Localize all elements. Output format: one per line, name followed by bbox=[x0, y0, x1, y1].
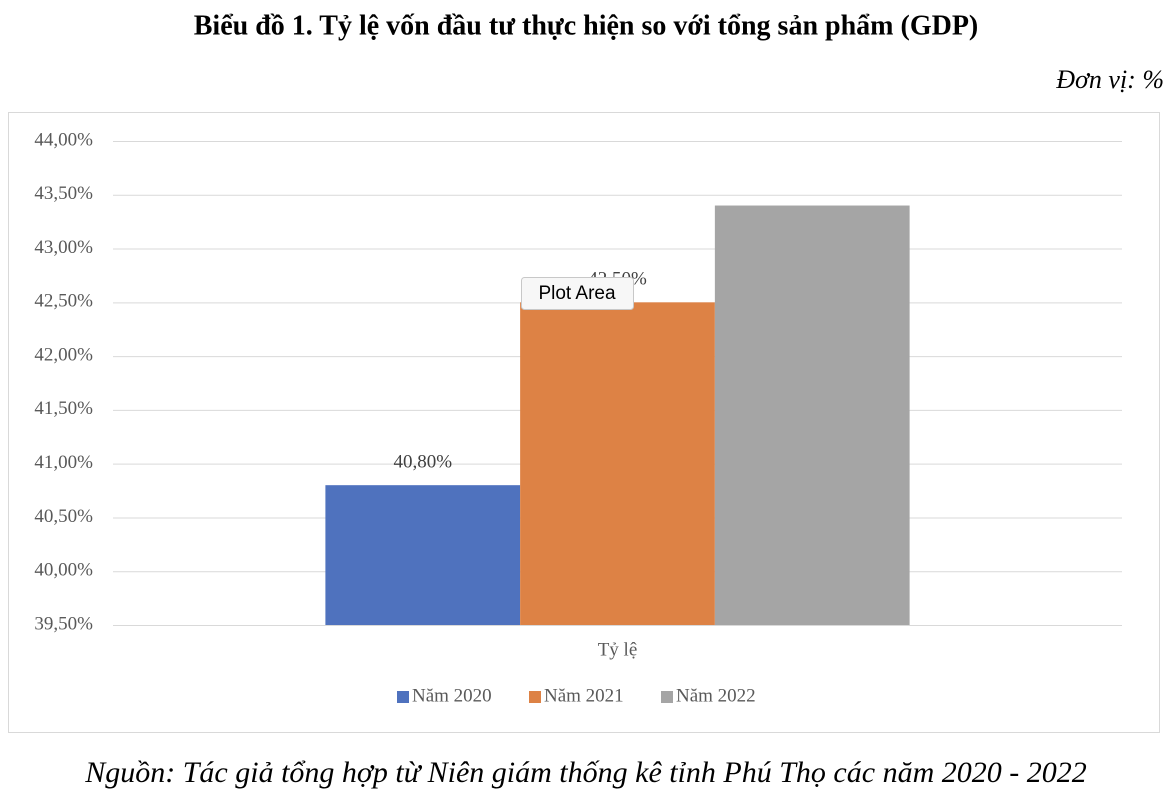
chart-title: Biểu đồ 1. Tỷ lệ vốn đầu tư thực hiện so… bbox=[194, 10, 979, 41]
x-tick-label: Tỷ lệ bbox=[598, 639, 638, 660]
source-note: Nguồn: Tác giả tổng hợp từ Niên giám thố… bbox=[84, 756, 1086, 789]
legend-label: Năm 2020 bbox=[412, 685, 492, 706]
y-tick-label: 42,00% bbox=[34, 344, 93, 365]
bar bbox=[520, 302, 715, 625]
y-tick-label: 41,50% bbox=[34, 398, 93, 419]
y-tick-label: 42,50% bbox=[34, 291, 93, 312]
legend-swatch bbox=[529, 691, 541, 703]
legend-swatch bbox=[661, 691, 673, 703]
y-tick-label: 43,50% bbox=[34, 183, 93, 204]
bar bbox=[325, 485, 521, 625]
y-tick-label: 44,00% bbox=[34, 129, 93, 150]
tooltip-box bbox=[521, 277, 634, 310]
y-tick-label: 40,00% bbox=[34, 560, 93, 581]
y-tick-label: 43,00% bbox=[34, 237, 93, 258]
legend-label: Năm 2021 bbox=[544, 685, 624, 706]
tooltip-text: Plot Area bbox=[538, 283, 616, 304]
y-tick-label: 41,00% bbox=[34, 452, 93, 473]
y-tick-label: 40,50% bbox=[34, 506, 93, 527]
value-label: 40,80% bbox=[393, 452, 452, 473]
unit-note: Đơn vị: % bbox=[1055, 65, 1164, 94]
y-tick-label: 39,50% bbox=[34, 613, 93, 634]
legend-swatch bbox=[397, 691, 409, 703]
bar bbox=[714, 205, 910, 626]
legend-label: Năm 2022 bbox=[676, 685, 756, 706]
